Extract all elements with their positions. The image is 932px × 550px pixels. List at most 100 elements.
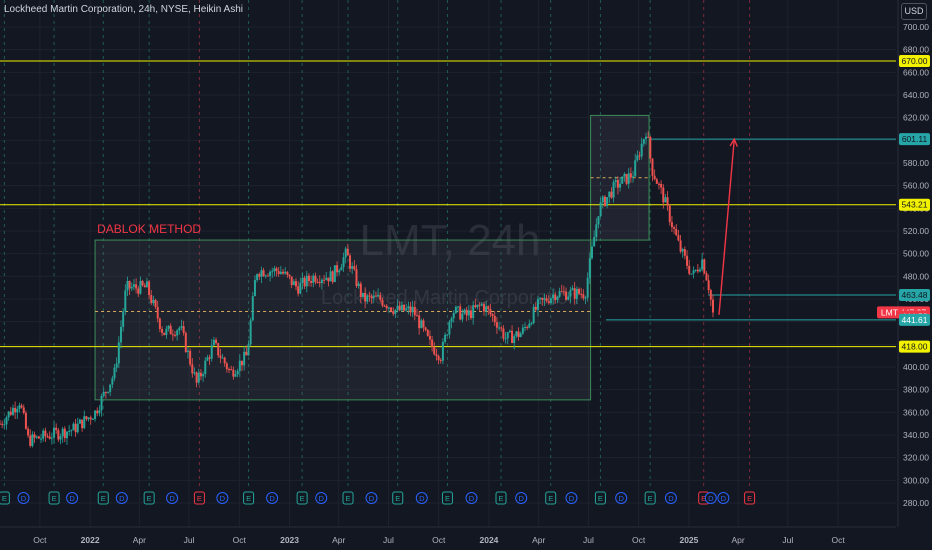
candle-body: [91, 418, 94, 420]
candle-body: [333, 265, 336, 283]
candle-body: [329, 271, 332, 282]
candle-body: [614, 180, 617, 183]
candle-body: [165, 328, 168, 336]
candle-body: [100, 396, 103, 411]
candle-body: [530, 323, 533, 325]
candle-body: [396, 305, 399, 310]
candle-body: [556, 296, 559, 301]
currency-button[interactable]: USD: [901, 3, 927, 20]
symbol-title[interactable]: Lockheed Martin Corporation, 24h, NYSE, …: [4, 4, 244, 15]
candle-body: [174, 334, 177, 336]
candle-body: [565, 291, 568, 300]
candle-body: [472, 305, 475, 319]
candle-body: [72, 423, 75, 431]
dividend-event-icon: [115, 492, 128, 504]
candle-body: [351, 266, 354, 269]
candle-body: [552, 294, 555, 299]
candle-body: [178, 327, 181, 331]
projection-arrow: [718, 139, 735, 315]
candle-body: [580, 293, 583, 295]
candle-body: [141, 280, 144, 286]
candle-body: [359, 283, 362, 297]
dividend-event-icon: [266, 492, 279, 504]
candle-body: [381, 299, 384, 306]
candle-body: [262, 270, 265, 277]
candle-body: [7, 411, 10, 418]
candle-body: [184, 332, 187, 353]
event-marker-letter: E: [701, 494, 706, 503]
candle-body: [385, 305, 388, 309]
candle-body: [124, 290, 127, 312]
candle-body: [411, 306, 414, 313]
candle-body: [137, 288, 140, 294]
candle-body: [450, 318, 453, 322]
dividend-event-icon: [166, 492, 179, 504]
candle-body: [111, 378, 114, 385]
price-tick-label: 640.00: [903, 90, 929, 100]
candle-body: [96, 410, 99, 414]
candle-body: [37, 436, 40, 439]
earnings-event-icon: [495, 491, 507, 505]
candle-body: [405, 308, 408, 311]
candle-body: [597, 216, 600, 225]
candle-body: [171, 334, 174, 336]
candle-body: [331, 271, 334, 283]
candle-body: [660, 183, 663, 188]
candle-body: [584, 297, 587, 299]
candle-body: [1, 423, 4, 425]
candle-body: [236, 370, 239, 375]
candle-body: [158, 318, 161, 330]
time-tick-label: Jul: [184, 535, 195, 545]
candle-body: [59, 436, 62, 440]
candle-body: [266, 275, 269, 277]
time-tick-label: Apr: [731, 535, 744, 545]
time-tick-label: Oct: [33, 535, 47, 545]
candle-body: [0, 423, 1, 425]
dividend-event-icon: [565, 492, 578, 504]
candle-body: [571, 288, 574, 291]
candle-body: [251, 296, 254, 321]
candle-body: [649, 136, 652, 159]
earnings-event-icon: [193, 491, 205, 505]
candle-body: [686, 255, 689, 266]
candle-body: [547, 301, 550, 304]
candle-body: [692, 270, 695, 274]
price-tick-label: 660.00: [903, 67, 929, 77]
earnings-event-icon: [296, 491, 308, 505]
earnings-event-icon: [48, 491, 60, 505]
candle-body: [18, 405, 21, 409]
candle-body: [560, 291, 563, 293]
candle-body: [273, 268, 276, 272]
candle-body: [318, 281, 321, 284]
candle-body: [498, 327, 501, 329]
candle-body: [256, 274, 259, 281]
candle-body: [284, 271, 287, 274]
candle-body: [366, 295, 369, 302]
event-marker-letter: D: [269, 494, 275, 503]
candle-body: [130, 286, 133, 289]
candle-body: [349, 255, 352, 269]
candle-body: [24, 412, 27, 429]
candle-body: [301, 277, 304, 283]
price-tick-label: 380.00: [903, 385, 929, 395]
candle-body: [297, 286, 300, 294]
candle-body: [586, 277, 589, 298]
earnings-event-icon: [644, 491, 656, 505]
earnings-event-icon: [392, 491, 404, 505]
candle-body: [33, 434, 36, 438]
dividend-event-icon: [17, 492, 30, 504]
candle-body: [189, 350, 192, 365]
candle-body: [390, 307, 393, 312]
candle-body: [53, 427, 56, 438]
candle-body: [541, 298, 544, 300]
event-marker-letter: D: [618, 494, 624, 503]
candle-body: [634, 160, 637, 177]
candle-body: [215, 339, 218, 344]
time-tick-label: Oct: [831, 535, 845, 545]
time-tick-label: 2025: [679, 535, 698, 545]
candle-body: [515, 331, 518, 337]
candle-body: [279, 271, 282, 274]
candle-body: [709, 290, 712, 300]
candle-body: [40, 438, 43, 440]
